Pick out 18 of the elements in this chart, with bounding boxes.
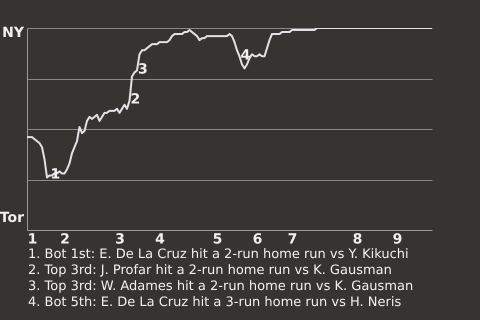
x-tick-label: 6 <box>252 232 262 248</box>
x-tick-label: 2 <box>60 232 70 248</box>
text: 4. Bot 5th: E. De La Cruz hit a 3-run home run vs H. Neris <box>28 295 402 310</box>
annotation: 3 <box>138 61 148 78</box>
x-tick-label: 5 <box>212 232 222 248</box>
annotation: 2 <box>130 92 140 108</box>
text: Tor <box>0 210 24 226</box>
x-tick-label: 9 <box>392 232 402 248</box>
text: NY <box>2 25 25 41</box>
x-tick-label: 7 <box>288 232 298 248</box>
x-tick-label: 1 <box>28 232 38 248</box>
text: 2. Top 3rd: J. Profar hit a 2-run home run vs K. Gausman <box>28 263 392 278</box>
x-tick-label: 3 <box>115 232 125 248</box>
annotation: 4 <box>240 47 250 64</box>
x-tick-label: 8 <box>352 232 362 248</box>
x-tick-label: 4 <box>155 232 166 248</box>
text: 3. Top 3rd: W. Adames hit a 2-run home run vs K. Gausman <box>28 279 414 294</box>
text: 1. Bot 1st: E. De La Cruz hit a 2-run home run vs Y. Kikuchi <box>28 247 409 262</box>
